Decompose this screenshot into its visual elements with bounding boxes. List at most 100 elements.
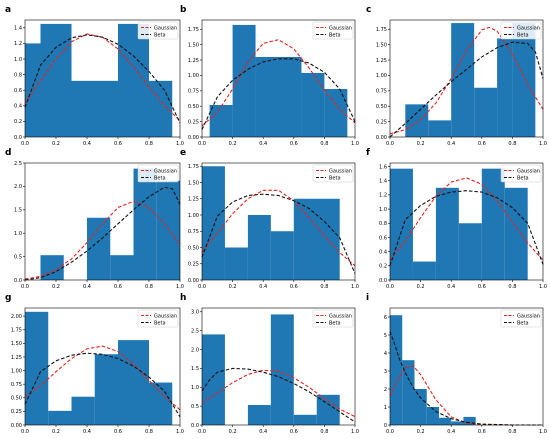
- y-tick-label: 2.5: [14, 161, 22, 167]
- y-tick-label: 0.5: [14, 254, 22, 260]
- y-tick-label: 1.0: [14, 57, 22, 63]
- y-tick-label: 0.00: [188, 278, 199, 284]
- y-tick-label: 1.50: [188, 42, 199, 48]
- x-tick-label: 0.0: [386, 141, 394, 147]
- x-tick-label: 0.8: [145, 429, 153, 435]
- panel-label: f: [366, 148, 370, 158]
- y-tick-label: 0.25: [11, 409, 22, 415]
- x-tick-label: 0.6: [114, 284, 122, 290]
- histogram-bar: [402, 360, 415, 425]
- y-tick-label: 2.0: [191, 347, 199, 353]
- panel-label: e: [180, 148, 186, 158]
- panel-label: c: [366, 5, 371, 15]
- y-tick-label: 3: [384, 369, 387, 375]
- y-tick-label: 0.50: [188, 104, 199, 110]
- x-tick-label: 1.0: [539, 284, 547, 290]
- histogram-bar: [414, 389, 427, 425]
- y-tick-label: 0.2: [379, 264, 387, 270]
- y-tick-label: 1.25: [188, 58, 199, 64]
- axes-frame: [201, 307, 356, 426]
- y-tick-label: 0.25: [376, 119, 387, 125]
- y-tick-label: 0.2: [14, 119, 22, 125]
- legend-label-beta: Beta: [329, 320, 341, 326]
- x-tick-label: 0.0: [386, 429, 394, 435]
- legend-label-gaussian: Gaussian: [517, 25, 540, 31]
- y-tick-label: 0.4: [379, 249, 387, 255]
- beta-curve: [24, 352, 181, 418]
- y-tick-label: 0.50: [376, 104, 387, 110]
- axes-frame: [201, 162, 356, 281]
- y-tick-label: 1.50: [11, 341, 22, 347]
- histogram-bar: [133, 168, 157, 280]
- histogram-bar: [497, 38, 513, 138]
- histogram-bar: [451, 23, 475, 137]
- x-tick-label: 0.8: [145, 141, 153, 147]
- x-tick-label: 0.2: [52, 284, 60, 290]
- panel-b: b 0.0 0.2 0.4 0.6 0.8 1.0 0.00 0.25 0.50 0.75 1.00 1…: [180, 5, 359, 147]
- beta-curve: [24, 186, 181, 281]
- beta-curve: [389, 41, 544, 138]
- legend-label-gaussian: Gaussian: [517, 313, 540, 319]
- x-tick-label: 1.0: [176, 141, 184, 147]
- histogram-bar: [428, 120, 452, 137]
- x-tick-label: 0.2: [229, 141, 237, 147]
- y-tick-label: 0.50: [188, 245, 199, 251]
- histogram-bar: [71, 396, 95, 425]
- x-tick-label: 0.0: [198, 429, 206, 435]
- legend-label-gaussian: Gaussian: [329, 313, 352, 319]
- legend-label-gaussian: Gaussian: [329, 25, 352, 31]
- y-tick-label: 1.6: [379, 164, 387, 170]
- histogram-bar: [390, 315, 403, 425]
- histogram-bar: [224, 247, 248, 280]
- y-tick-label: 1.2: [379, 193, 387, 199]
- x-tick-label: 0.2: [52, 141, 60, 147]
- x-tick-label: 0.0: [21, 284, 29, 290]
- x-tick-label: 0.4: [83, 141, 91, 147]
- histogram-bar: [481, 168, 505, 280]
- y-tick-label: 2.0: [14, 184, 22, 190]
- histogram-bar: [48, 410, 72, 425]
- axes-frame: [201, 19, 356, 138]
- x-tick-label: 0.8: [508, 141, 516, 147]
- panel-a: a 0.0 0.2 0.4 0.6 0.8 1.0 0.0 0.2 0.4 0.6 0.8 1.0 1.2…: [5, 5, 184, 147]
- x-tick-label: 0.6: [114, 429, 122, 435]
- y-tick-label: 1.0: [379, 207, 387, 213]
- y-tick-label: 0.75: [188, 229, 199, 235]
- histogram-bar: [247, 404, 271, 425]
- y-tick-label: 1.25: [188, 197, 199, 203]
- x-tick-label: 0.4: [83, 429, 91, 435]
- legend-label-gaussian: Gaussian: [329, 168, 352, 174]
- panel-label: b: [180, 5, 187, 15]
- x-tick-label: 1.0: [176, 284, 184, 290]
- histogram-bar: [504, 187, 528, 280]
- y-tick-label: 1.0: [191, 385, 199, 391]
- y-tick-label: 0.4: [14, 104, 22, 110]
- x-tick-label: 1.0: [176, 429, 184, 435]
- y-tick-label: 0.00: [188, 135, 199, 141]
- x-tick-label: 0.0: [198, 141, 206, 147]
- x-tick-label: 0.8: [320, 429, 328, 435]
- panel-c: c 0.0 0.2 0.4 0.6 0.8 1.0 0.00 0.25 0.50 0.75 1.00 1…: [366, 5, 547, 147]
- y-tick-label: 0.75: [376, 89, 387, 95]
- histogram-bar: [474, 87, 498, 137]
- legend-label-gaussian: Gaussian: [154, 25, 177, 31]
- y-tick-label: 1.5: [191, 366, 199, 372]
- y-tick-label: 1.5: [14, 208, 22, 214]
- legend-label-beta: Beta: [517, 175, 529, 181]
- histogram-bar: [110, 255, 134, 280]
- histogram-bar: [255, 56, 302, 137]
- histogram-bar: [202, 166, 225, 280]
- histogram-bar: [316, 394, 340, 425]
- x-tick-label: 1.0: [539, 141, 547, 147]
- x-tick-label: 0.6: [478, 284, 486, 290]
- axes-frame: [389, 162, 544, 281]
- y-tick-label: 0.0: [379, 278, 387, 284]
- panel-label: g: [5, 293, 11, 303]
- x-tick-label: 0.6: [478, 141, 486, 147]
- x-tick-label: 0.0: [21, 141, 29, 147]
